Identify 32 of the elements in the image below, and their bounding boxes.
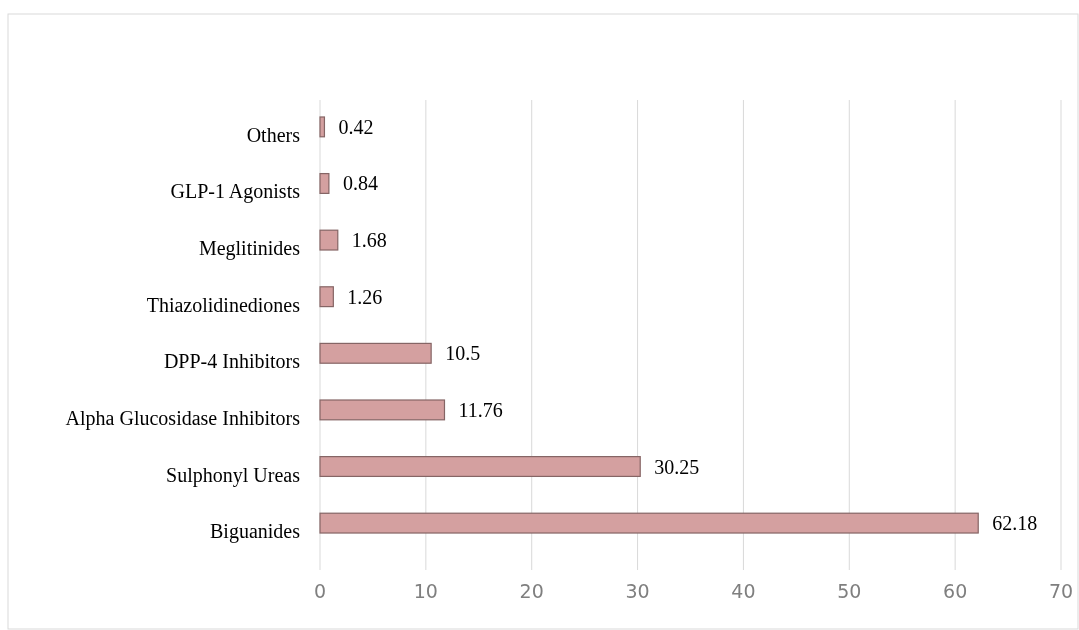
- y-tick-label: Thiazolidinediones: [146, 293, 301, 316]
- x-tick-label: 30: [625, 580, 650, 602]
- y-tick-label: Others: [246, 123, 301, 146]
- y-tick-label: Meglitinides: [198, 237, 301, 261]
- bar: [319, 286, 334, 308]
- bar: [319, 512, 979, 534]
- data-label: 62.18: [992, 512, 1038, 535]
- x-tick-label: 50: [837, 580, 862, 602]
- bar: [319, 172, 330, 194]
- data-label: 10.5: [445, 342, 481, 365]
- y-tick-label: GLP-1 Agonists: [170, 180, 301, 204]
- y-tick-label: Biguanides: [210, 520, 301, 544]
- bar: [319, 229, 339, 251]
- bar: [319, 456, 641, 478]
- x-tick-label: 60: [943, 580, 968, 602]
- y-tick-label: Sulphonyl Ureas: [166, 463, 301, 487]
- data-label: 11.76: [458, 398, 503, 421]
- bar: [319, 342, 432, 364]
- data-label: 0.42: [338, 115, 374, 138]
- x-tick-label: 70: [1048, 580, 1074, 602]
- x-tick-label: 40: [731, 580, 756, 602]
- data-label: 1.26: [347, 285, 383, 308]
- data-label: 30.25: [654, 455, 700, 478]
- y-tick-label: DPP-4 Inhibitors: [163, 350, 301, 373]
- bar: [319, 399, 446, 421]
- data-label: 1.68: [351, 229, 387, 252]
- x-tick-label: 0: [313, 580, 327, 602]
- y-tick-label: Alpha Glucosidase Inhibitors: [65, 406, 301, 430]
- data-label: 0.84: [342, 172, 378, 195]
- bar: [319, 116, 326, 138]
- x-tick-label: 10: [413, 580, 438, 602]
- x-tick-label: 20: [519, 580, 544, 602]
